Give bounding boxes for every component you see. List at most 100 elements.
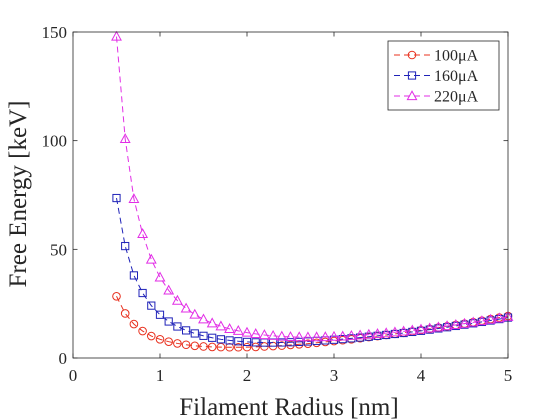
data-point-s1-7 — [173, 322, 182, 331]
data-point-s1-20 — [286, 338, 295, 347]
data-point-s2-28 — [354, 329, 366, 340]
data-point-s1-4 — [147, 301, 156, 310]
data-point-s0-13 — [225, 342, 234, 352]
data-point-s2-17 — [258, 329, 270, 340]
data-point-s2-15 — [241, 326, 253, 337]
data-point-s2-16 — [250, 328, 262, 338]
data-point-s2-37 — [432, 321, 444, 332]
x-tick-label: 0 — [69, 366, 78, 385]
axes-box — [72, 31, 509, 359]
data-point-s2-19 — [276, 330, 288, 341]
x-tick-label: 4 — [417, 366, 426, 385]
series-line-0 — [116, 296, 509, 348]
data-point-s2-7 — [171, 294, 183, 305]
data-point-s1-1 — [121, 241, 130, 251]
data-point-s1-11 — [208, 333, 217, 342]
data-point-s1-3 — [138, 288, 147, 298]
data-point-s1-21 — [295, 337, 304, 347]
data-point-s0-10 — [199, 342, 208, 351]
data-point-s2-33 — [398, 325, 410, 336]
data-point-s1-15 — [242, 337, 252, 347]
data-point-s2-21 — [293, 331, 305, 342]
data-point-s2-40 — [459, 317, 470, 328]
data-point-s0-14 — [234, 342, 243, 352]
y-tick-label: 100 — [42, 132, 68, 151]
data-point-s2-36 — [424, 322, 436, 333]
legend-marker-0 — [407, 50, 417, 60]
data-point-s2-3 — [137, 228, 149, 239]
data-point-s1-22 — [303, 337, 312, 346]
data-point-s2-22 — [302, 331, 314, 342]
data-point-s2-25 — [328, 330, 340, 341]
data-point-s0-4 — [147, 331, 156, 341]
data-point-s2-44 — [493, 312, 505, 323]
data-point-s1-19 — [277, 338, 286, 347]
data-point-s2-38 — [441, 320, 453, 331]
data-point-s2-4 — [145, 253, 157, 264]
data-point-s0-7 — [173, 339, 182, 348]
data-point-s2-34 — [406, 324, 418, 335]
data-point-s2-0 — [111, 30, 122, 41]
legend-marker-1 — [407, 71, 417, 80]
data-point-s1-16 — [251, 338, 260, 347]
data-point-s2-12 — [215, 320, 227, 331]
x-tick-label: 1 — [156, 366, 165, 385]
data-point-s2-10 — [198, 313, 209, 324]
data-point-s1-0 — [112, 193, 121, 203]
data-point-s0-1 — [120, 309, 130, 318]
data-point-s0-11 — [207, 342, 217, 352]
legend-label-1: 160μA — [434, 68, 479, 85]
data-point-s2-41 — [467, 316, 479, 327]
x-tick-label: 3 — [330, 366, 339, 385]
y-tick-label: 150 — [42, 23, 68, 42]
data-point-s2-13 — [224, 323, 236, 333]
legend-label-2: 220μA — [434, 89, 479, 106]
data-point-s2-42 — [476, 315, 488, 326]
data-point-s2-30 — [372, 328, 383, 338]
data-point-s0-9 — [190, 341, 200, 351]
data-point-s2-8 — [180, 302, 192, 313]
data-point-s2-23 — [311, 331, 323, 342]
data-point-s2-29 — [363, 328, 375, 339]
data-point-s2-26 — [337, 330, 349, 341]
data-point-s2-6 — [163, 284, 175, 295]
data-point-s1-14 — [234, 337, 243, 346]
data-point-s2-39 — [450, 319, 462, 329]
data-point-s0-16 — [251, 342, 260, 352]
data-point-s2-2 — [128, 193, 140, 204]
data-point-s1-13 — [225, 336, 234, 345]
data-point-s2-43 — [485, 313, 497, 324]
data-point-s1-5 — [155, 310, 165, 319]
data-point-s1-8 — [182, 326, 191, 335]
data-point-s2-27 — [345, 329, 357, 340]
data-point-s2-20 — [285, 331, 296, 342]
x-tick-label: 2 — [243, 366, 252, 385]
data-point-s2-24 — [319, 331, 331, 342]
data-point-s1-25 — [329, 335, 339, 344]
legend-label-0: 100μA — [434, 48, 479, 65]
data-point-s2-14 — [232, 324, 244, 335]
data-point-s0-15 — [242, 342, 252, 352]
data-point-s0-0 — [112, 291, 121, 301]
data-point-s0-3 — [138, 326, 147, 336]
data-point-s1-6 — [164, 317, 173, 326]
data-point-s2-32 — [389, 326, 401, 337]
data-point-s2-5 — [154, 271, 166, 282]
data-point-s0-6 — [164, 337, 173, 347]
data-point-s2-11 — [206, 317, 218, 328]
y-axis-label: Free Energy [keV] — [5, 101, 32, 288]
y-tick-label: 0 — [59, 349, 68, 368]
x-axis-label: Filament Radius [nm] — [179, 394, 398, 420]
data-point-s0-8 — [181, 340, 191, 350]
data-point-s1-10 — [199, 331, 208, 340]
data-point-s2-18 — [267, 329, 279, 340]
data-point-s2-31 — [380, 327, 392, 338]
data-point-s1-2 — [129, 271, 139, 280]
data-point-s0-2 — [129, 319, 139, 329]
data-point-s1-12 — [216, 335, 226, 344]
legend: 100μA 160μA 220μA — [387, 40, 500, 111]
data-point-s2-35 — [415, 323, 427, 334]
x-tick-label: 5 — [504, 366, 513, 385]
